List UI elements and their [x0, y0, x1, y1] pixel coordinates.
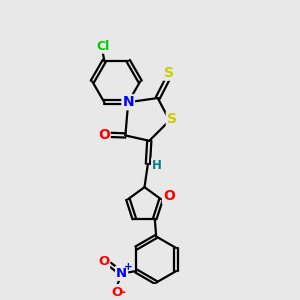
- Text: N: N: [122, 95, 134, 109]
- Text: Cl: Cl: [96, 40, 110, 53]
- Text: H: H: [152, 159, 162, 172]
- Text: O: O: [98, 255, 109, 268]
- Text: S: S: [167, 112, 177, 126]
- Text: +: +: [123, 262, 132, 272]
- Text: O: O: [98, 128, 110, 142]
- Text: O: O: [163, 189, 175, 203]
- Text: -: -: [121, 286, 126, 299]
- Text: S: S: [164, 66, 174, 80]
- Text: O: O: [111, 286, 122, 299]
- Text: N: N: [116, 267, 127, 280]
